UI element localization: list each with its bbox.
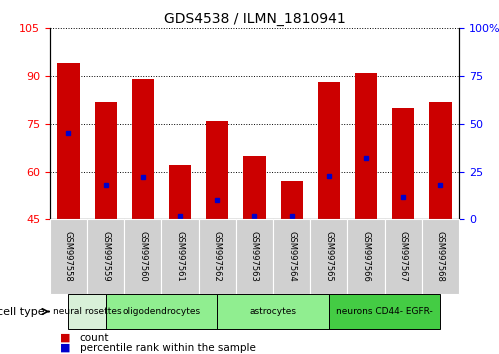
Bar xyxy=(392,108,415,219)
Bar xyxy=(244,156,265,219)
Bar xyxy=(206,121,229,219)
Text: ■: ■ xyxy=(60,343,70,353)
Text: percentile rank within the sample: percentile rank within the sample xyxy=(80,343,255,353)
Bar xyxy=(169,165,191,219)
Text: GSM997559: GSM997559 xyxy=(101,231,110,282)
Text: GSM997565: GSM997565 xyxy=(324,231,333,282)
Bar xyxy=(280,181,303,219)
Bar xyxy=(57,63,80,219)
Text: cell type: cell type xyxy=(0,307,45,316)
Text: neurons CD44- EGFR-: neurons CD44- EGFR- xyxy=(336,307,433,316)
Text: GSM997563: GSM997563 xyxy=(250,231,259,282)
Bar xyxy=(132,79,154,219)
Text: GSM997566: GSM997566 xyxy=(362,231,371,282)
Text: GSM997567: GSM997567 xyxy=(399,231,408,282)
Text: count: count xyxy=(80,333,109,343)
Text: GSM997562: GSM997562 xyxy=(213,231,222,282)
Text: GSM997564: GSM997564 xyxy=(287,231,296,282)
Bar xyxy=(94,102,117,219)
Bar xyxy=(429,102,452,219)
Text: GSM997558: GSM997558 xyxy=(64,231,73,282)
Text: astrocytes: astrocytes xyxy=(250,307,296,316)
Text: GSM997560: GSM997560 xyxy=(138,231,147,282)
Text: ■: ■ xyxy=(60,333,70,343)
Bar xyxy=(318,82,340,219)
Text: GSM997568: GSM997568 xyxy=(436,231,445,282)
Title: GDS4538 / ILMN_1810941: GDS4538 / ILMN_1810941 xyxy=(164,12,345,26)
Text: neural rosettes: neural rosettes xyxy=(53,307,121,316)
Text: oligodendrocytes: oligodendrocytes xyxy=(122,307,201,316)
Text: GSM997561: GSM997561 xyxy=(176,231,185,282)
Bar xyxy=(355,73,377,219)
